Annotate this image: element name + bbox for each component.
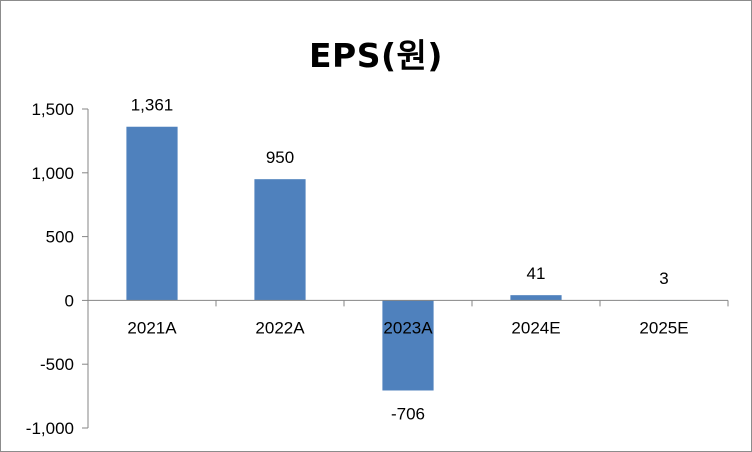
- x-tick-label: 2025E: [639, 318, 688, 337]
- x-tick-label: 2024E: [511, 318, 560, 337]
- bar-2023A: [382, 300, 434, 391]
- x-tick-label: 2023A: [383, 318, 433, 337]
- data-label: 3: [659, 269, 668, 288]
- bar-2021A: [126, 126, 178, 301]
- y-tick-label: 1,500: [31, 100, 74, 119]
- y-tick-label: -1,000: [26, 419, 74, 438]
- data-label: 950: [266, 148, 294, 167]
- y-tick-label: 0: [65, 291, 74, 310]
- x-tick-label: 2021A: [127, 318, 177, 337]
- bar-2024E: [510, 295, 562, 301]
- data-label: 1,361: [131, 96, 174, 115]
- x-axis: [87, 299, 729, 307]
- bar-2022A: [254, 179, 306, 301]
- y-tick-label: 500: [46, 228, 74, 247]
- x-tick-label: 2022A: [255, 318, 305, 337]
- data-labels: 2021A 2022A 2023A 2024E 2025E 1,361 950 -706 41 3: [127, 96, 688, 424]
- data-label: 41: [527, 264, 546, 283]
- data-label: -706: [391, 404, 425, 423]
- chart-title: EPS(원): [308, 36, 444, 75]
- y-axis: 1,500 1,000 500 0 -500 -1,000: [26, 100, 89, 438]
- y-tick-label: -500: [40, 355, 74, 374]
- y-tick-label: 1,000: [31, 164, 74, 183]
- bars: [126, 126, 690, 391]
